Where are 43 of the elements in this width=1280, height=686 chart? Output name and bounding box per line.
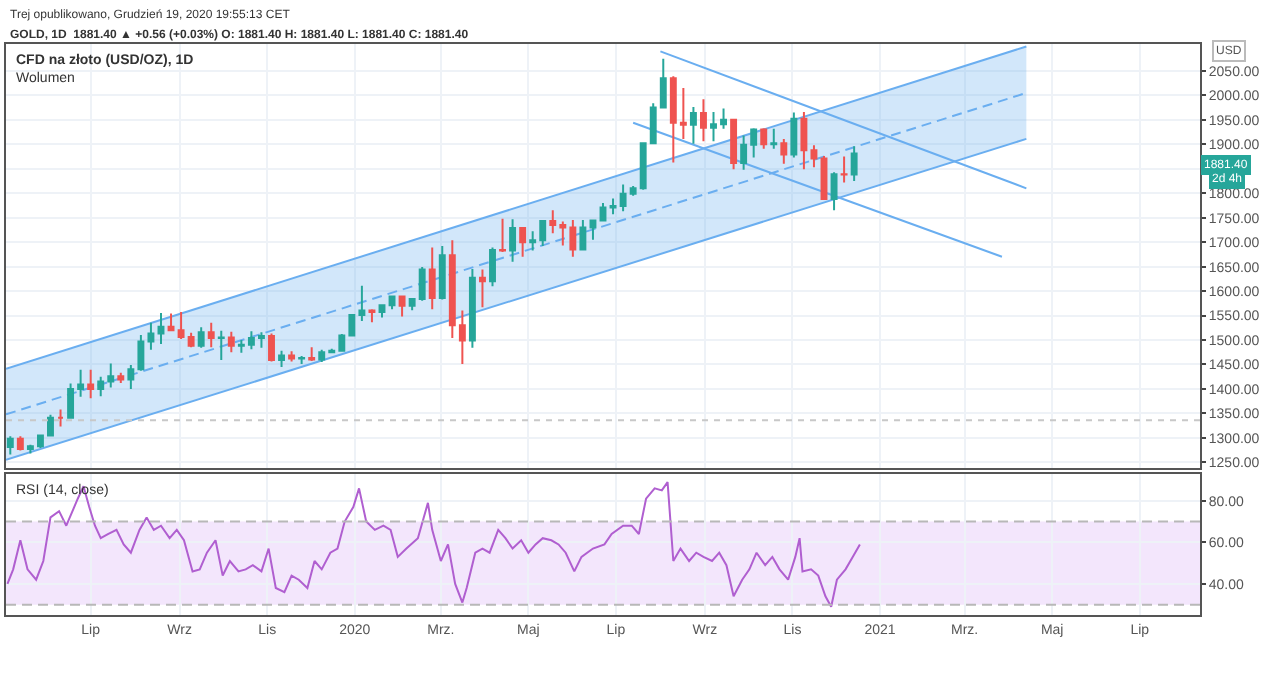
candlestick	[468, 268, 476, 349]
candlestick	[197, 326, 205, 349]
candlestick	[227, 330, 235, 354]
candlestick	[509, 218, 517, 263]
candlestick	[368, 308, 376, 324]
candlestick	[830, 171, 838, 212]
candlestick	[780, 137, 788, 165]
candlestick	[268, 332, 275, 363]
candlestick	[689, 106, 697, 145]
candlestick	[117, 371, 125, 385]
candlestick	[398, 294, 406, 318]
candlestick	[87, 368, 95, 400]
candlestick	[217, 329, 225, 362]
candlestick	[850, 145, 858, 182]
candlestick	[16, 435, 24, 452]
candlestick	[589, 219, 597, 241]
candlestick	[157, 312, 165, 345]
candlestick	[790, 111, 798, 159]
candlestick	[6, 435, 14, 456]
candlestick	[810, 144, 818, 169]
candlestick	[579, 219, 587, 251]
candlestick	[388, 294, 396, 311]
candlestick	[57, 408, 64, 428]
candlestick	[519, 226, 527, 258]
candlestick	[840, 155, 848, 184]
line-series	[6, 481, 861, 608]
candlestick	[479, 268, 486, 309]
candlestick	[499, 217, 506, 253]
candlestick	[428, 246, 436, 311]
candlestick	[278, 349, 285, 368]
candlestick	[438, 245, 446, 301]
candlestick	[730, 118, 738, 171]
candlestick	[700, 98, 707, 143]
candlestick	[599, 202, 607, 223]
candlestick	[288, 350, 296, 363]
candlestick	[489, 246, 496, 288]
candlestick	[378, 303, 386, 319]
candlestick	[207, 321, 215, 349]
candlestick	[800, 111, 808, 171]
candlestick	[760, 127, 768, 150]
candlestick	[770, 127, 778, 150]
candlestick	[308, 346, 316, 363]
candlestick	[298, 355, 306, 365]
